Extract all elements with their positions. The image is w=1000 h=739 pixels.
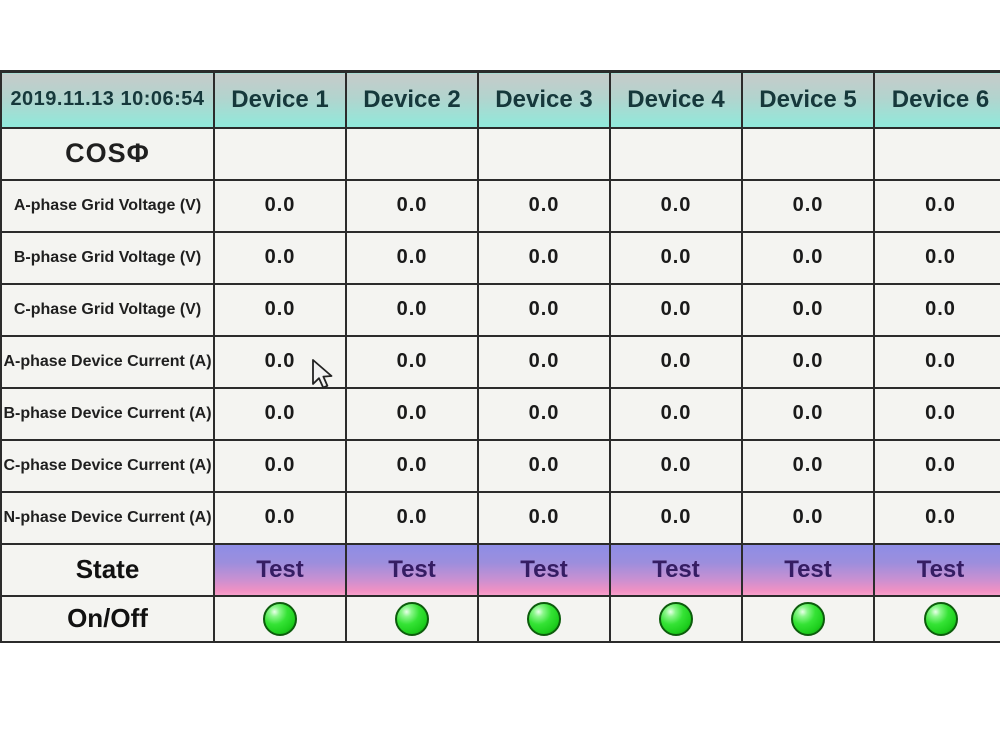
row-label-c-phase-grid-voltage: C-phase Grid Voltage (V) xyxy=(0,282,215,337)
value-cell-b-phase-device-current-device-4: 0.0 xyxy=(609,386,743,441)
value-cell-b-phase-grid-voltage-device-1: 0.0 xyxy=(213,230,347,285)
value-cell-b-phase-device-current-device-2: 0.0 xyxy=(345,386,479,441)
row-label-n-phase-device-current: N-phase Device Current (A) xyxy=(0,490,215,545)
value-cell-a-phase-grid-voltage-device-6: 0.0 xyxy=(873,178,1000,233)
value-cell-c-phase-device-current-device-2: 0.0 xyxy=(345,438,479,493)
value-cell-c-phase-device-current-device-5: 0.0 xyxy=(741,438,875,493)
table-row-b-phase-device-current: B-phase Device Current (A) 0.0 0.0 0.0 0.0 0.… xyxy=(0,386,1000,441)
timestamp: 2019.11.13 10:06:54 xyxy=(0,70,215,129)
value-cell-c-phase-grid-voltage-device-4: 0.0 xyxy=(609,282,743,337)
device-header-6: Device 6 xyxy=(873,70,1000,129)
value-cell-cos-phi-device-3 xyxy=(477,126,611,181)
table-row-n-phase-device-current: N-phase Device Current (A) 0.0 0.0 0.0 0.0 0.… xyxy=(0,490,1000,545)
green-led-icon[interactable] xyxy=(659,601,693,636)
value-cell-b-phase-device-current-device-5: 0.0 xyxy=(741,386,875,441)
value-cell-n-phase-device-current-device-2: 0.0 xyxy=(345,490,479,545)
test-button-device-4[interactable]: Test xyxy=(609,542,743,597)
value-cell-b-phase-device-current-device-6: 0.0 xyxy=(873,386,1000,441)
table-row-b-phase-grid-voltage: B-phase Grid Voltage (V) 0.0 0.0 0.0 0.0 0.0 0… xyxy=(0,230,1000,285)
value-cell-a-phase-device-current-device-1: 0.0 xyxy=(213,334,347,389)
value-cell-cos-phi-device-6 xyxy=(873,126,1000,181)
onoff-cell-device-6[interactable] xyxy=(873,594,1000,643)
green-led-icon[interactable] xyxy=(527,601,561,636)
value-cell-cos-phi-device-5 xyxy=(741,126,875,181)
onoff-cell-device-2[interactable] xyxy=(345,594,479,643)
table-row-a-phase-grid-voltage: A-phase Grid Voltage (V) 0.0 0.0 0.0 0.0 0.0 0… xyxy=(0,178,1000,233)
onoff-row: On/Off xyxy=(0,594,1000,643)
value-cell-n-phase-device-current-device-3: 0.0 xyxy=(477,490,611,545)
table-row-a-phase-device-current: A-phase Device Current (A) 0.0 0.0 0.0 0.0 0.… xyxy=(0,334,1000,389)
test-button-device-2[interactable]: Test xyxy=(345,542,479,597)
onoff-cell-device-4[interactable] xyxy=(609,594,743,643)
value-cell-b-phase-grid-voltage-device-3: 0.0 xyxy=(477,230,611,285)
row-label-a-phase-device-current: A-phase Device Current (A) xyxy=(0,334,215,389)
device-header-1: Device 1 xyxy=(213,70,347,129)
test-button-device-5[interactable]: Test xyxy=(741,542,875,597)
device-monitor-table-wrap: 2019.11.13 10:06:54 Device 1 Device 2 De… xyxy=(0,70,1000,674)
row-label-state: State xyxy=(0,542,215,597)
value-cell-c-phase-device-current-device-6: 0.0 xyxy=(873,438,1000,493)
value-cell-a-phase-grid-voltage-device-4: 0.0 xyxy=(609,178,743,233)
value-cell-c-phase-device-current-device-4: 0.0 xyxy=(609,438,743,493)
value-cell-n-phase-device-current-device-5: 0.0 xyxy=(741,490,875,545)
value-cell-c-phase-grid-voltage-device-1: 0.0 xyxy=(213,282,347,337)
device-monitor-table: 2019.11.13 10:06:54 Device 1 Device 2 De… xyxy=(0,70,1000,643)
row-label-cos-phi: COSΦ xyxy=(0,126,215,181)
test-button-device-6[interactable]: Test xyxy=(873,542,1000,597)
value-cell-a-phase-device-current-device-2: 0.0 xyxy=(345,334,479,389)
green-led-icon[interactable] xyxy=(263,601,297,636)
value-cell-n-phase-device-current-device-6: 0.0 xyxy=(873,490,1000,545)
value-cell-b-phase-device-current-device-1: 0.0 xyxy=(213,386,347,441)
test-button-device-3[interactable]: Test xyxy=(477,542,611,597)
value-cell-a-phase-grid-voltage-device-5: 0.0 xyxy=(741,178,875,233)
device-header-5: Device 5 xyxy=(741,70,875,129)
value-cell-b-phase-grid-voltage-device-5: 0.0 xyxy=(741,230,875,285)
onoff-cell-device-5[interactable] xyxy=(741,594,875,643)
test-button-device-1[interactable]: Test xyxy=(213,542,347,597)
table-row-c-phase-grid-voltage: C-phase Grid Voltage (V) 0.0 0.0 0.0 0.0 0.0 0… xyxy=(0,282,1000,337)
green-led-icon[interactable] xyxy=(923,601,958,636)
value-cell-a-phase-grid-voltage-device-1: 0.0 xyxy=(213,178,347,233)
value-cell-c-phase-grid-voltage-device-2: 0.0 xyxy=(345,282,479,337)
state-row: State Test Test Test Test Test Test xyxy=(0,542,1000,597)
value-cell-c-phase-grid-voltage-device-5: 0.0 xyxy=(741,282,875,337)
row-label-b-phase-grid-voltage: B-phase Grid Voltage (V) xyxy=(0,230,215,285)
value-cell-cos-phi-device-2 xyxy=(345,126,479,181)
value-cell-c-phase-grid-voltage-device-6: 0.0 xyxy=(873,282,1000,337)
table-row-cos-phi: COSΦ xyxy=(0,126,1000,181)
value-cell-cos-phi-device-1 xyxy=(213,126,347,181)
value-cell-a-phase-device-current-device-4: 0.0 xyxy=(609,334,743,389)
value-cell-cos-phi-device-4 xyxy=(609,126,743,181)
value-cell-b-phase-grid-voltage-device-4: 0.0 xyxy=(609,230,743,285)
row-label-onoff: On/Off xyxy=(0,594,215,643)
table-row-c-phase-device-current: C-phase Device Current (A) 0.0 0.0 0.0 0.0 0.… xyxy=(0,438,1000,493)
green-led-icon[interactable] xyxy=(395,601,429,636)
row-label-b-phase-device-current: B-phase Device Current (A) xyxy=(0,386,215,441)
value-cell-n-phase-device-current-device-4: 0.0 xyxy=(609,490,743,545)
value-cell-b-phase-grid-voltage-device-6: 0.0 xyxy=(873,230,1000,285)
row-label-c-phase-device-current: C-phase Device Current (A) xyxy=(0,438,215,493)
onoff-cell-device-3[interactable] xyxy=(477,594,611,643)
value-cell-a-phase-device-current-device-5: 0.0 xyxy=(741,334,875,389)
value-cell-a-phase-grid-voltage-device-3: 0.0 xyxy=(477,178,611,233)
value-cell-c-phase-grid-voltage-device-3: 0.0 xyxy=(477,282,611,337)
value-cell-c-phase-device-current-device-3: 0.0 xyxy=(477,438,611,493)
device-header-4: Device 4 xyxy=(609,70,743,129)
value-cell-a-phase-device-current-device-6: 0.0 xyxy=(873,334,1000,389)
row-label-a-phase-grid-voltage: A-phase Grid Voltage (V) xyxy=(0,178,215,233)
onoff-cell-device-1[interactable] xyxy=(213,594,347,643)
device-header-3: Device 3 xyxy=(477,70,611,129)
green-led-icon[interactable] xyxy=(791,601,825,636)
value-cell-n-phase-device-current-device-1: 0.0 xyxy=(213,490,347,545)
value-cell-a-phase-device-current-device-3: 0.0 xyxy=(477,334,611,389)
value-cell-c-phase-device-current-device-1: 0.0 xyxy=(213,438,347,493)
value-cell-b-phase-grid-voltage-device-2: 0.0 xyxy=(345,230,479,285)
value-cell-a-phase-grid-voltage-device-2: 0.0 xyxy=(345,178,479,233)
device-header-2: Device 2 xyxy=(345,70,479,129)
value-cell-b-phase-device-current-device-3: 0.0 xyxy=(477,386,611,441)
header-row: 2019.11.13 10:06:54 Device 1 Device 2 De… xyxy=(0,70,1000,129)
